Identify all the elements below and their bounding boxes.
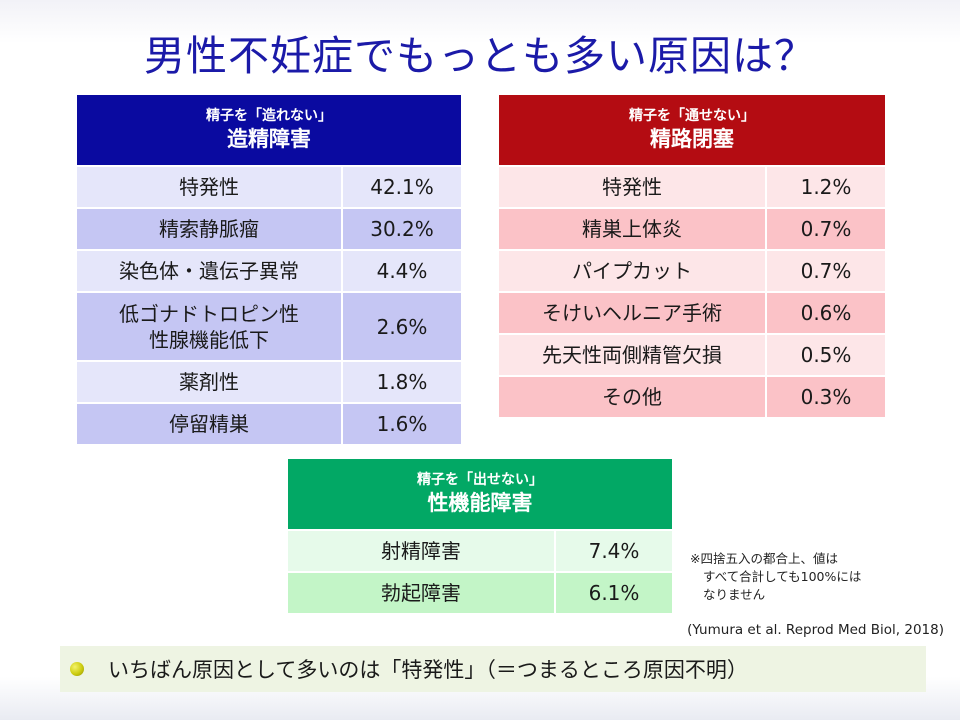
cause-value: 0.5%	[800, 343, 852, 367]
table-row: 薬剤性 1.8%	[77, 360, 461, 402]
footnote-line: ※四捨五入の都合上、値は	[690, 551, 838, 566]
table-header: 精子を「造れない」 造精障害	[77, 95, 461, 165]
table-row: 精巣上体炎 0.7%	[499, 207, 885, 249]
table-subtitle: 精子を「造れない」	[206, 108, 332, 124]
summary-box: いちばん原因として多いのは「特発性」（＝つまるところ原因不明）	[60, 646, 926, 692]
cause-label: パイプカット	[499, 251, 767, 291]
table-row: 停留精巣 1.6%	[77, 402, 461, 444]
cause-label-line: 性腺機能低下	[149, 327, 269, 352]
cause-value: 2.6%	[376, 314, 428, 339]
footnote-line: すべて合計しても100%には	[703, 569, 862, 584]
table-row: 特発性 42.1%	[77, 165, 461, 207]
table-duct-obstruction: 精子を「通せない」 精路閉塞 特発性 1.2% 精巣上体炎 0.7% パイプカッ…	[499, 95, 885, 417]
cause-label: 特発性	[499, 167, 767, 207]
table-header: 精子を「出せない」 性機能障害	[288, 459, 672, 529]
cause-label: 射精障害	[288, 531, 556, 571]
rounding-footnote: ※四捨五入の都合上、値は すべて合計しても100%には なりません	[690, 550, 940, 604]
cause-value: 1.6%	[376, 412, 428, 436]
cause-value: 30.2%	[370, 217, 434, 241]
cause-label: 停留精巣	[77, 404, 343, 444]
cause-label: その他	[499, 377, 767, 417]
table-subtitle: 精子を「出せない」	[417, 472, 543, 488]
table-row: その他 0.3%	[499, 375, 885, 417]
cause-label: 勃起障害	[288, 573, 556, 613]
table-row: 先天性両側精管欠損 0.5%	[499, 333, 885, 375]
table-heading: 精路閉塞	[650, 127, 734, 151]
table-row: 勃起障害 6.1%	[288, 571, 672, 613]
cause-label: 精巣上体炎	[499, 209, 767, 249]
table-row: 射精障害 7.4%	[288, 529, 672, 571]
bullet-icon	[70, 662, 84, 676]
citation: (Yumura et al. Reprod Med Biol, 2018)	[687, 622, 944, 638]
table-row: 精索静脈瘤 30.2%	[77, 207, 461, 249]
cause-value: 7.4%	[588, 539, 640, 563]
cause-value: 0.6%	[800, 301, 852, 325]
cause-label: 薬剤性	[77, 362, 343, 402]
cause-label: 先天性両側精管欠損	[499, 335, 767, 375]
cause-label: そけいヘルニア手術	[499, 293, 767, 333]
table-row: 特発性 1.2%	[499, 165, 885, 207]
footnote-line: なりません	[703, 587, 766, 602]
table-row: パイプカット 0.7%	[499, 249, 885, 291]
cause-value: 0.7%	[800, 217, 852, 241]
table-subtitle: 精子を「通せない」	[629, 108, 755, 124]
table-row: 低ゴナドトロピン性 性腺機能低下 2.6%	[77, 291, 461, 360]
cause-value: 42.1%	[370, 175, 434, 199]
summary-text: いちばん原因として多いのは「特発性」（＝つまるところ原因不明）	[108, 658, 748, 682]
cause-value: 6.1%	[588, 581, 640, 605]
cause-label-line: 低ゴナドトロピン性	[119, 301, 299, 326]
table-row: 染色体・遺伝子異常 4.4%	[77, 249, 461, 291]
cause-label: 精索静脈瘤	[77, 209, 343, 249]
cause-value: 0.7%	[800, 259, 852, 283]
cause-label: 低ゴナドトロピン性 性腺機能低下	[77, 293, 343, 360]
cause-label: 染色体・遺伝子異常	[77, 251, 343, 291]
slide-title: 男性不妊症でもっとも多い原因は？	[144, 32, 816, 80]
cause-value: 1.2%	[800, 175, 852, 199]
cause-label: 特発性	[77, 167, 343, 207]
table-row: そけいヘルニア手術 0.6%	[499, 291, 885, 333]
table-sperm-production: 精子を「造れない」 造精障害 特発性 42.1% 精索静脈瘤 30.2% 染色体…	[77, 95, 461, 444]
cause-value: 4.4%	[376, 259, 428, 283]
table-heading: 造精障害	[227, 127, 311, 151]
cause-value: 0.3%	[800, 385, 852, 409]
table-header: 精子を「通せない」 精路閉塞	[499, 95, 885, 165]
table-sexual-dysfunction: 精子を「出せない」 性機能障害 射精障害 7.4% 勃起障害 6.1%	[288, 459, 672, 613]
table-heading: 性機能障害	[427, 491, 533, 515]
cause-value: 1.8%	[376, 370, 428, 394]
